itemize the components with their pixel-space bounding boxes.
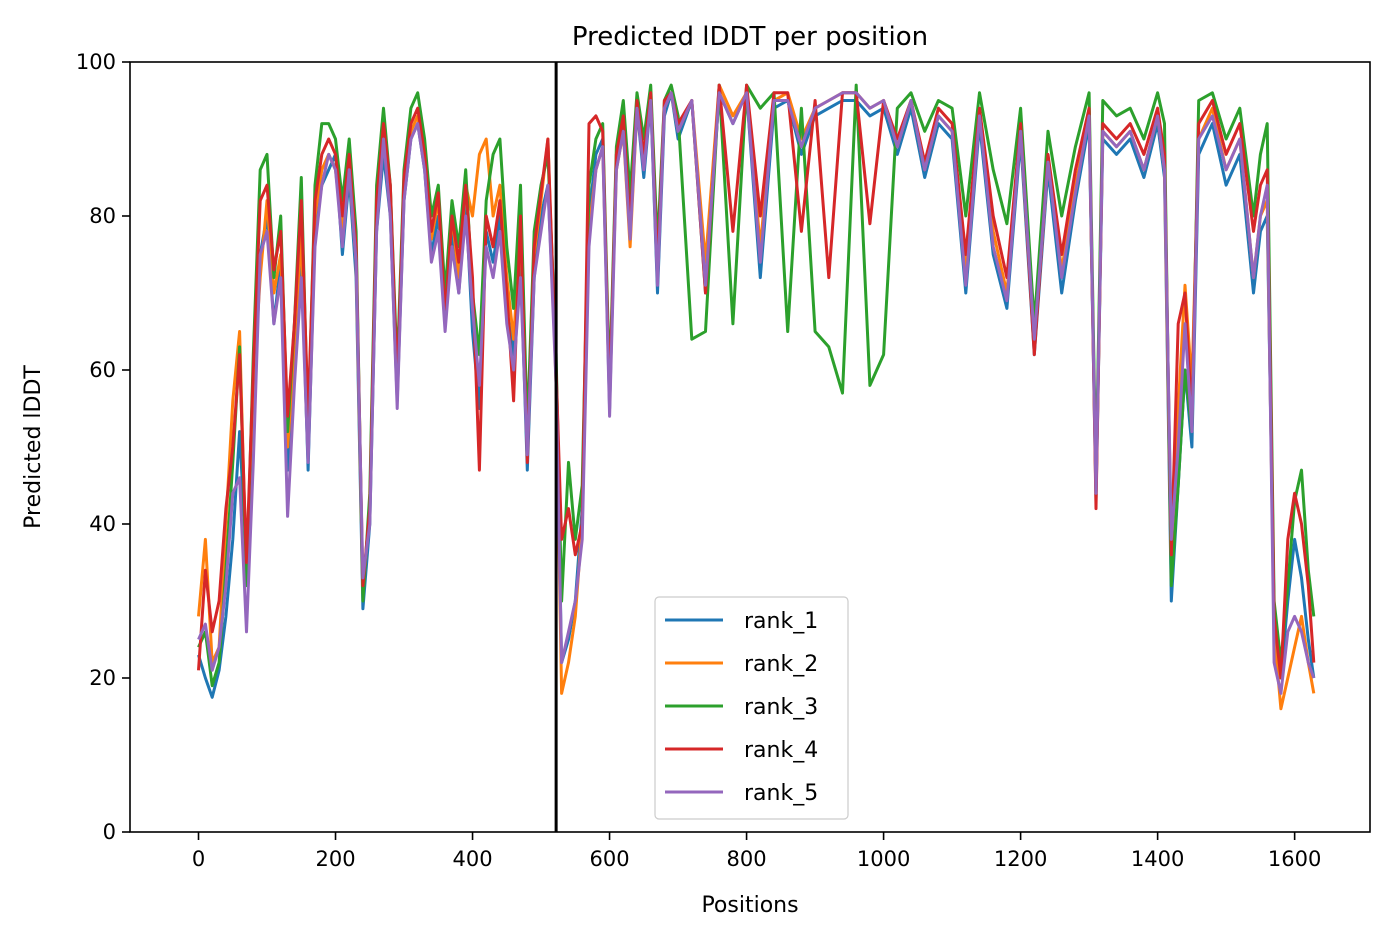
x-tick-label: 1000 [857, 847, 910, 871]
legend-label-rank-3: rank_3 [744, 695, 818, 720]
legend-label-rank-4: rank_4 [744, 738, 818, 763]
legend-box [654, 596, 849, 820]
x-axis: 0 200 400 600 800 1000 1200 1400 1600 [192, 832, 1321, 871]
x-tick-label: 200 [315, 847, 355, 871]
x-tick-label: 400 [452, 847, 492, 871]
y-axis: 0 20 40 60 80 100 [76, 50, 130, 844]
x-axis-title: Positions [701, 893, 798, 918]
y-tick-label: 0 [103, 820, 116, 844]
series-line-rank-5 [197, 91, 1316, 695]
legend: rank_1 rank_2 rank_3 rank_4 rank_5 [654, 596, 849, 820]
x-tick-label: 0 [192, 847, 205, 871]
x-tick-label: 1600 [1268, 847, 1321, 871]
x-tick-label: 800 [727, 847, 767, 871]
y-axis-title: Predicted lDDT [21, 365, 46, 529]
y-tick-label: 80 [89, 204, 116, 228]
x-tick-label: 1400 [1131, 847, 1184, 871]
y-tick-label: 100 [76, 50, 116, 74]
x-tick-label: 600 [590, 847, 630, 871]
y-tick-label: 60 [89, 358, 116, 382]
y-tick-label: 20 [89, 666, 116, 690]
chart-title: Predicted lDDT per position [572, 22, 928, 52]
x-tick-label: 1200 [994, 847, 1047, 871]
legend-label-rank-2: rank_2 [744, 652, 818, 677]
legend-label-rank-1: rank_1 [744, 609, 818, 634]
plot-frame [129, 61, 1371, 833]
legend-label-rank-5: rank_5 [744, 781, 818, 806]
series-layer [197, 83, 1316, 711]
y-tick-label: 40 [89, 512, 116, 536]
